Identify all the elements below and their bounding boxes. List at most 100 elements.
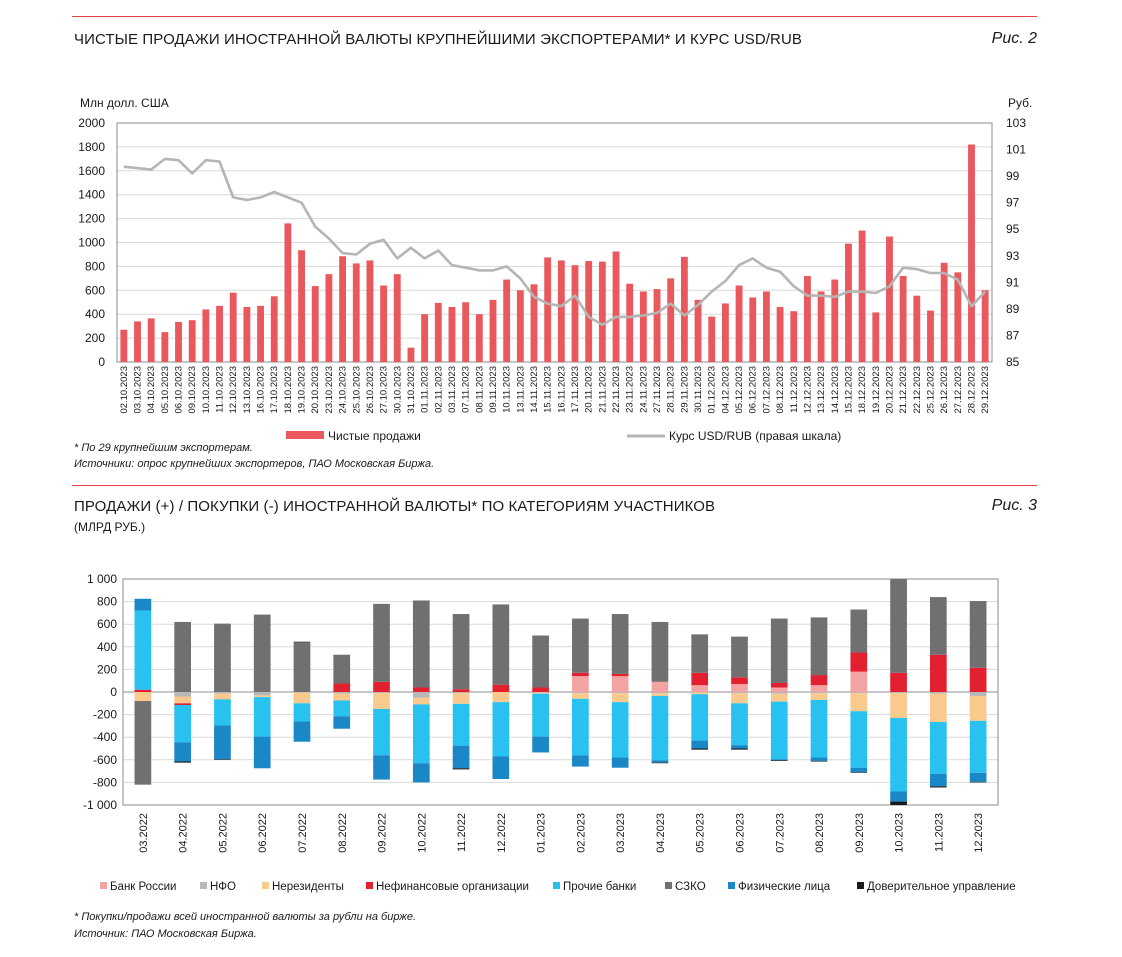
bar xyxy=(626,283,634,362)
x-tick-label: 13.10.2023 xyxy=(242,366,253,414)
y2-tick-label: 89 xyxy=(1006,302,1020,316)
x-tick-label: 30.10.2023 xyxy=(392,366,403,414)
stack-segment xyxy=(293,692,311,704)
stack-segment xyxy=(969,601,987,668)
fig3-subtitle: (МЛРД РУБ.) xyxy=(74,520,146,534)
stack-segment xyxy=(214,692,231,694)
stack-segment xyxy=(890,692,907,694)
bar xyxy=(858,230,866,362)
stack-segment xyxy=(691,692,709,695)
legend-swatch xyxy=(200,882,207,889)
x-tick-label: 07.2023 xyxy=(774,813,786,853)
stack-segment xyxy=(770,687,788,692)
bar xyxy=(448,307,456,362)
stack-segment xyxy=(691,634,709,673)
stack-segment xyxy=(810,699,828,758)
x-tick-label: 12.12.2023 xyxy=(802,366,813,414)
stack-segment xyxy=(572,618,589,673)
x-tick-label: 26.10.2023 xyxy=(365,366,376,414)
stack-segment xyxy=(373,692,390,694)
bar xyxy=(257,305,264,362)
bar xyxy=(489,299,497,362)
bar xyxy=(845,243,852,362)
stack-segment xyxy=(452,692,470,694)
y-tick-label: -1 000 xyxy=(83,798,117,812)
y-tick-label: 1400 xyxy=(78,188,105,202)
fig2-title: ЧИСТЫЕ ПРОДАЖИ ИНОСТРАННОЙ ВАЛЮТЫ КРУПНЕ… xyxy=(74,31,803,48)
stack-segment xyxy=(492,684,510,692)
stack-segment xyxy=(810,692,828,694)
y-tick-label: -400 xyxy=(93,730,117,744)
x-tick-label: 09.11.2023 xyxy=(488,366,499,413)
usd-rub-line xyxy=(123,157,987,327)
bar xyxy=(790,311,798,362)
y-tick-label: -600 xyxy=(93,753,117,767)
x-tick-label: 19.10.2023 xyxy=(297,366,308,414)
legend-label: Доверительное управление xyxy=(867,881,1016,893)
stack-segment xyxy=(412,687,430,692)
top-rule xyxy=(72,16,1037,17)
x-tick-label: 08.2023 xyxy=(814,813,826,853)
x-tick-label: 06.12.2023 xyxy=(748,366,759,414)
x-tick-label: 01.12.2023 xyxy=(707,366,718,414)
stack-segment xyxy=(969,772,987,782)
stack-segment xyxy=(890,693,907,718)
bar xyxy=(229,292,237,362)
legend-swatch xyxy=(262,882,269,889)
stack-segment xyxy=(850,652,868,672)
stack-segment xyxy=(770,682,788,688)
fig3-source: Источник: ПАО Московская Биржа. xyxy=(74,928,257,940)
x-tick-label: 13.12.2023 xyxy=(816,366,827,414)
bar xyxy=(694,299,702,362)
legend-label: Нефинансовые организации xyxy=(376,881,529,893)
stack-segment xyxy=(214,699,231,726)
x-tick-label: 18.10.2023 xyxy=(283,366,294,414)
stack-segment xyxy=(452,745,470,769)
stack-segment xyxy=(293,642,311,692)
stack-segment xyxy=(452,768,470,770)
x-tick-label: 06.2022 xyxy=(257,813,269,853)
x-tick-label: 20.10.2023 xyxy=(310,366,321,414)
stack-segment xyxy=(810,757,828,761)
stack-segment xyxy=(452,693,470,704)
stack-segment xyxy=(293,692,311,693)
stack-segment xyxy=(651,695,669,761)
bar xyxy=(325,274,333,362)
bar xyxy=(475,314,483,362)
bar xyxy=(516,290,524,362)
stack-segment xyxy=(532,692,549,694)
x-tick-label: 03.2022 xyxy=(138,813,150,853)
x-tick-label: 11.2022 xyxy=(456,813,468,852)
x-tick-label: 21.12.2023 xyxy=(898,366,909,414)
y-axis-title: Млн долл. США xyxy=(80,96,169,110)
stack-segment xyxy=(333,683,351,692)
y2-tick-label: 91 xyxy=(1006,275,1020,289)
stack-segment xyxy=(969,695,987,721)
x-tick-label: 11.2023 xyxy=(933,813,945,852)
stack-segment xyxy=(691,740,709,749)
stack-segment xyxy=(731,693,748,704)
stack-segment xyxy=(333,700,351,717)
stack-segment xyxy=(651,681,669,692)
fig3-footnote: * Покупки/продажи всей иностранной валют… xyxy=(74,911,417,923)
mid-rule xyxy=(72,485,1037,486)
bar xyxy=(899,275,907,362)
bar xyxy=(188,320,196,362)
bar xyxy=(243,307,251,362)
stack-segment xyxy=(969,781,987,783)
x-tick-label: 13.11.2023 xyxy=(515,366,526,413)
bar xyxy=(311,286,319,362)
stack-segment xyxy=(810,693,828,700)
stack-segment xyxy=(572,698,589,756)
stack-segment xyxy=(412,704,430,764)
y2-tick-label: 103 xyxy=(1006,116,1026,130)
y2-tick-label: 97 xyxy=(1006,196,1020,210)
fig2-label: Рис. 2 xyxy=(991,30,1037,47)
stack-segment xyxy=(969,667,987,692)
bar xyxy=(708,316,716,362)
y-tick-label: 1000 xyxy=(78,236,105,250)
x-tick-label: 04.2022 xyxy=(178,813,190,853)
x-tick-label: 05.2022 xyxy=(217,813,229,853)
bar xyxy=(886,236,893,362)
stack-segment xyxy=(929,693,947,722)
